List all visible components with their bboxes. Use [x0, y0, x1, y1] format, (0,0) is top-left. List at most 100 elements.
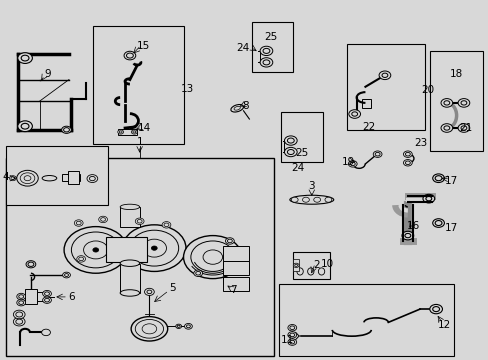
Circle shape [429, 305, 442, 314]
Bar [37, 292, 46, 301]
Circle shape [21, 123, 29, 129]
Circle shape [457, 124, 469, 132]
Bar [293, 252, 329, 279]
Bar [5, 146, 108, 205]
Bar [120, 264, 140, 293]
Text: 24: 24 [236, 44, 249, 53]
Circle shape [122, 225, 185, 271]
Text: 17: 17 [444, 176, 457, 186]
Circle shape [457, 99, 469, 107]
Ellipse shape [142, 324, 157, 334]
Circle shape [186, 325, 190, 328]
Circle shape [263, 48, 269, 53]
Circle shape [76, 221, 81, 225]
Circle shape [124, 51, 136, 60]
Circle shape [119, 131, 122, 133]
Circle shape [41, 329, 50, 336]
Circle shape [42, 297, 51, 303]
Bar [429, 51, 483, 151]
Circle shape [351, 112, 357, 116]
Circle shape [434, 221, 441, 226]
Bar [278, 284, 453, 356]
Circle shape [440, 124, 452, 132]
Bar [105, 237, 147, 262]
Circle shape [11, 177, 15, 180]
Circle shape [325, 197, 331, 202]
Ellipse shape [42, 176, 57, 181]
Circle shape [289, 326, 294, 329]
Circle shape [434, 176, 441, 181]
Circle shape [147, 290, 152, 294]
Ellipse shape [120, 290, 140, 296]
Circle shape [63, 128, 69, 132]
Circle shape [405, 161, 409, 165]
Bar [120, 207, 140, 226]
Text: 23: 23 [413, 138, 427, 148]
Circle shape [19, 301, 23, 305]
Bar [222, 277, 249, 291]
Ellipse shape [135, 319, 163, 338]
Circle shape [425, 197, 431, 201]
Ellipse shape [131, 317, 167, 341]
Circle shape [405, 152, 409, 156]
Circle shape [101, 218, 105, 221]
Circle shape [403, 159, 411, 166]
Circle shape [144, 288, 154, 296]
Circle shape [20, 173, 35, 184]
Circle shape [443, 101, 449, 105]
Circle shape [42, 291, 51, 297]
Text: 22: 22 [362, 122, 375, 132]
Circle shape [287, 332, 296, 338]
Ellipse shape [307, 268, 313, 275]
Circle shape [349, 162, 354, 166]
Circle shape [403, 151, 411, 157]
Circle shape [77, 256, 85, 262]
Bar [93, 26, 183, 144]
Circle shape [17, 300, 25, 306]
Circle shape [74, 220, 83, 226]
Bar [293, 259, 299, 271]
Circle shape [203, 250, 222, 264]
Circle shape [381, 73, 387, 77]
Ellipse shape [289, 195, 333, 204]
Bar [361, 99, 370, 108]
Circle shape [89, 176, 95, 181]
Circle shape [126, 53, 133, 58]
Circle shape [284, 147, 297, 157]
Text: 20: 20 [420, 85, 433, 95]
Text: 18: 18 [449, 69, 462, 79]
Circle shape [142, 239, 166, 257]
Circle shape [26, 261, 36, 268]
Circle shape [440, 99, 452, 107]
Circle shape [293, 263, 299, 267]
Bar [5, 158, 273, 356]
Circle shape [131, 130, 137, 134]
Circle shape [151, 246, 157, 250]
Text: 16: 16 [406, 221, 420, 230]
Text: 11: 11 [281, 334, 294, 345]
Circle shape [177, 325, 180, 327]
Circle shape [137, 220, 142, 223]
Circle shape [44, 298, 49, 302]
Bar [222, 246, 249, 261]
Circle shape [93, 248, 99, 252]
Circle shape [260, 46, 272, 55]
Circle shape [195, 271, 200, 275]
Ellipse shape [120, 260, 140, 266]
Bar [346, 44, 424, 130]
Circle shape [190, 241, 234, 273]
Bar [25, 289, 37, 304]
Circle shape [289, 333, 294, 337]
Circle shape [162, 222, 170, 228]
Circle shape [83, 241, 108, 259]
Bar [251, 22, 293, 72]
Circle shape [16, 319, 22, 324]
Circle shape [13, 318, 25, 326]
Text: 8: 8 [242, 101, 249, 111]
Circle shape [225, 238, 234, 244]
Circle shape [21, 55, 29, 61]
Bar [281, 112, 322, 162]
Circle shape [24, 176, 31, 181]
Circle shape [61, 126, 71, 134]
Circle shape [19, 295, 23, 298]
